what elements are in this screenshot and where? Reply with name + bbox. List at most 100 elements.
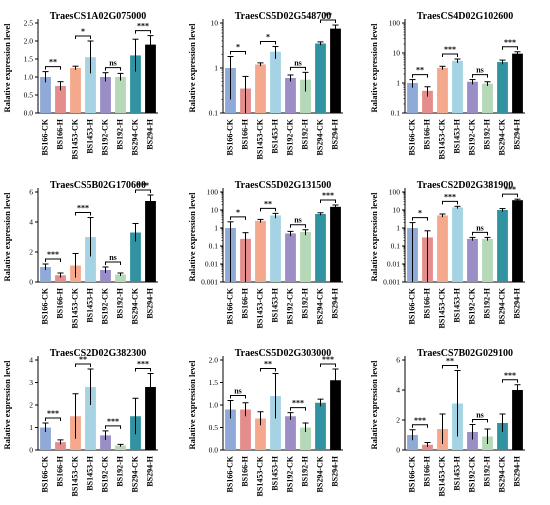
x-category-label: BS1453-H (86, 455, 95, 490)
bar (115, 274, 126, 282)
significance-bracket (320, 19, 336, 24)
significance-label: * (236, 43, 240, 52)
bar (270, 215, 281, 282)
x-category-label: BS1453-H (86, 287, 95, 322)
y-tick-label: 10 (211, 206, 219, 215)
bar (467, 238, 478, 282)
y-tick-label: 0 (29, 278, 33, 287)
bar (330, 380, 341, 450)
bar (40, 77, 51, 113)
y-axis-label: Ralative expression level (369, 192, 379, 282)
y-axis-label: Ralative expression level (369, 23, 379, 113)
significance-label: *** (107, 417, 119, 426)
bar (407, 83, 418, 113)
bar (467, 81, 478, 113)
y-axis-label: Ralative expression level (187, 192, 197, 282)
x-category-label: BS1453-H (453, 287, 462, 322)
bar (40, 267, 51, 282)
chart-title: TraesCS7B02G029100 (417, 348, 513, 359)
significance-label: ns (294, 216, 302, 225)
significance-bracket (502, 46, 518, 50)
y-tick-label: 0 (29, 446, 33, 455)
bar (85, 237, 96, 282)
x-category-label: BS192-H (483, 455, 492, 486)
x-category-label: BS1453-H (86, 118, 95, 153)
y-tick-label: 0.1 (391, 109, 401, 118)
chart-panel-2: TraesCS5D02G548700 Ralative expression le… (187, 11, 343, 159)
y-tick-label: 2 (29, 248, 33, 257)
y-tick-label: 1 (29, 423, 33, 432)
significance-bracket (320, 199, 336, 203)
x-category-label: BS192-CK (286, 118, 295, 155)
bar (145, 387, 156, 450)
x-category-label: BS166-H (241, 287, 250, 318)
significance-bracket (45, 417, 61, 421)
chart-title: TraesCS2D02G382300 (50, 348, 146, 359)
significance-label: *** (504, 371, 516, 380)
y-tick-label: 10 (211, 19, 219, 28)
significance-label: *** (444, 45, 456, 54)
x-category-label: BS1453-CK (438, 118, 447, 159)
significance-bracket (260, 207, 276, 212)
x-category-label: BS294-H (146, 455, 155, 486)
significance-bracket (230, 395, 246, 399)
significance-label: *** (414, 416, 426, 425)
y-tick-label: 1 (214, 224, 218, 233)
bar (225, 409, 236, 450)
significance-bracket (412, 424, 428, 428)
bar (437, 67, 448, 113)
significance-label: ns (476, 66, 484, 75)
y-tick-label: 3 (29, 378, 33, 387)
x-category-label: BS294-CK (131, 118, 140, 155)
y-tick-label: 2.0 (209, 356, 219, 365)
significance-bracket (135, 368, 151, 372)
significance-label: ** (324, 11, 332, 20)
x-category-label: BS166-CK (226, 455, 235, 492)
bar (330, 28, 341, 113)
y-tick-label: 1 (396, 79, 400, 88)
bar (100, 435, 111, 450)
x-category-label: BS294-CK (131, 455, 140, 492)
bar (452, 207, 463, 282)
x-category-label: BS294-CK (316, 455, 325, 492)
bar (100, 270, 111, 282)
y-tick-label: 0.1 (391, 242, 401, 251)
significance-label: *** (137, 22, 149, 31)
chart-panel-3: TraesCS4D02G102600 Ralative expression le… (369, 11, 525, 159)
chart-panel-8: TraesCS5D02G303000 Ralative expression le… (187, 348, 343, 496)
significance-label: *** (137, 360, 149, 369)
y-tick-label: 1.5 (24, 55, 34, 64)
significance-label: *** (504, 185, 516, 194)
bar (255, 64, 266, 113)
y-tick-label: 0.1 (209, 242, 219, 251)
significance-bracket (135, 30, 151, 34)
y-axis-label: Ralative expression level (369, 360, 379, 450)
x-category-label: BS166-H (241, 118, 250, 149)
bar (40, 427, 51, 450)
significance-bracket (472, 419, 488, 423)
bar (285, 77, 296, 113)
y-tick-label: 100 (207, 188, 219, 197)
y-tick-label: 0.0 (24, 109, 34, 118)
bar (482, 83, 493, 113)
significance-bracket (442, 200, 458, 205)
significance-bracket (230, 51, 246, 55)
x-category-label: BS166-H (241, 455, 250, 486)
x-category-label: BS166-CK (408, 118, 417, 155)
significance-label: * (418, 209, 422, 218)
bar (315, 43, 326, 113)
y-axis-label: Ralative expression level (2, 23, 12, 113)
bar (300, 79, 311, 113)
significance-bracket (230, 216, 246, 220)
significance-bracket (290, 224, 306, 228)
x-category-label: BS1453-CK (71, 455, 80, 496)
chart-title: TraesCS5B02G170600 (50, 180, 146, 191)
x-category-label: BS294-H (513, 287, 522, 318)
significance-label: ** (264, 360, 272, 369)
bar (55, 275, 66, 282)
x-category-label: BS166-CK (226, 118, 235, 155)
x-category-label: BS1453-CK (256, 455, 265, 496)
significance-bracket (472, 74, 488, 78)
x-category-label: BS192-H (116, 287, 125, 318)
bar (497, 423, 508, 450)
